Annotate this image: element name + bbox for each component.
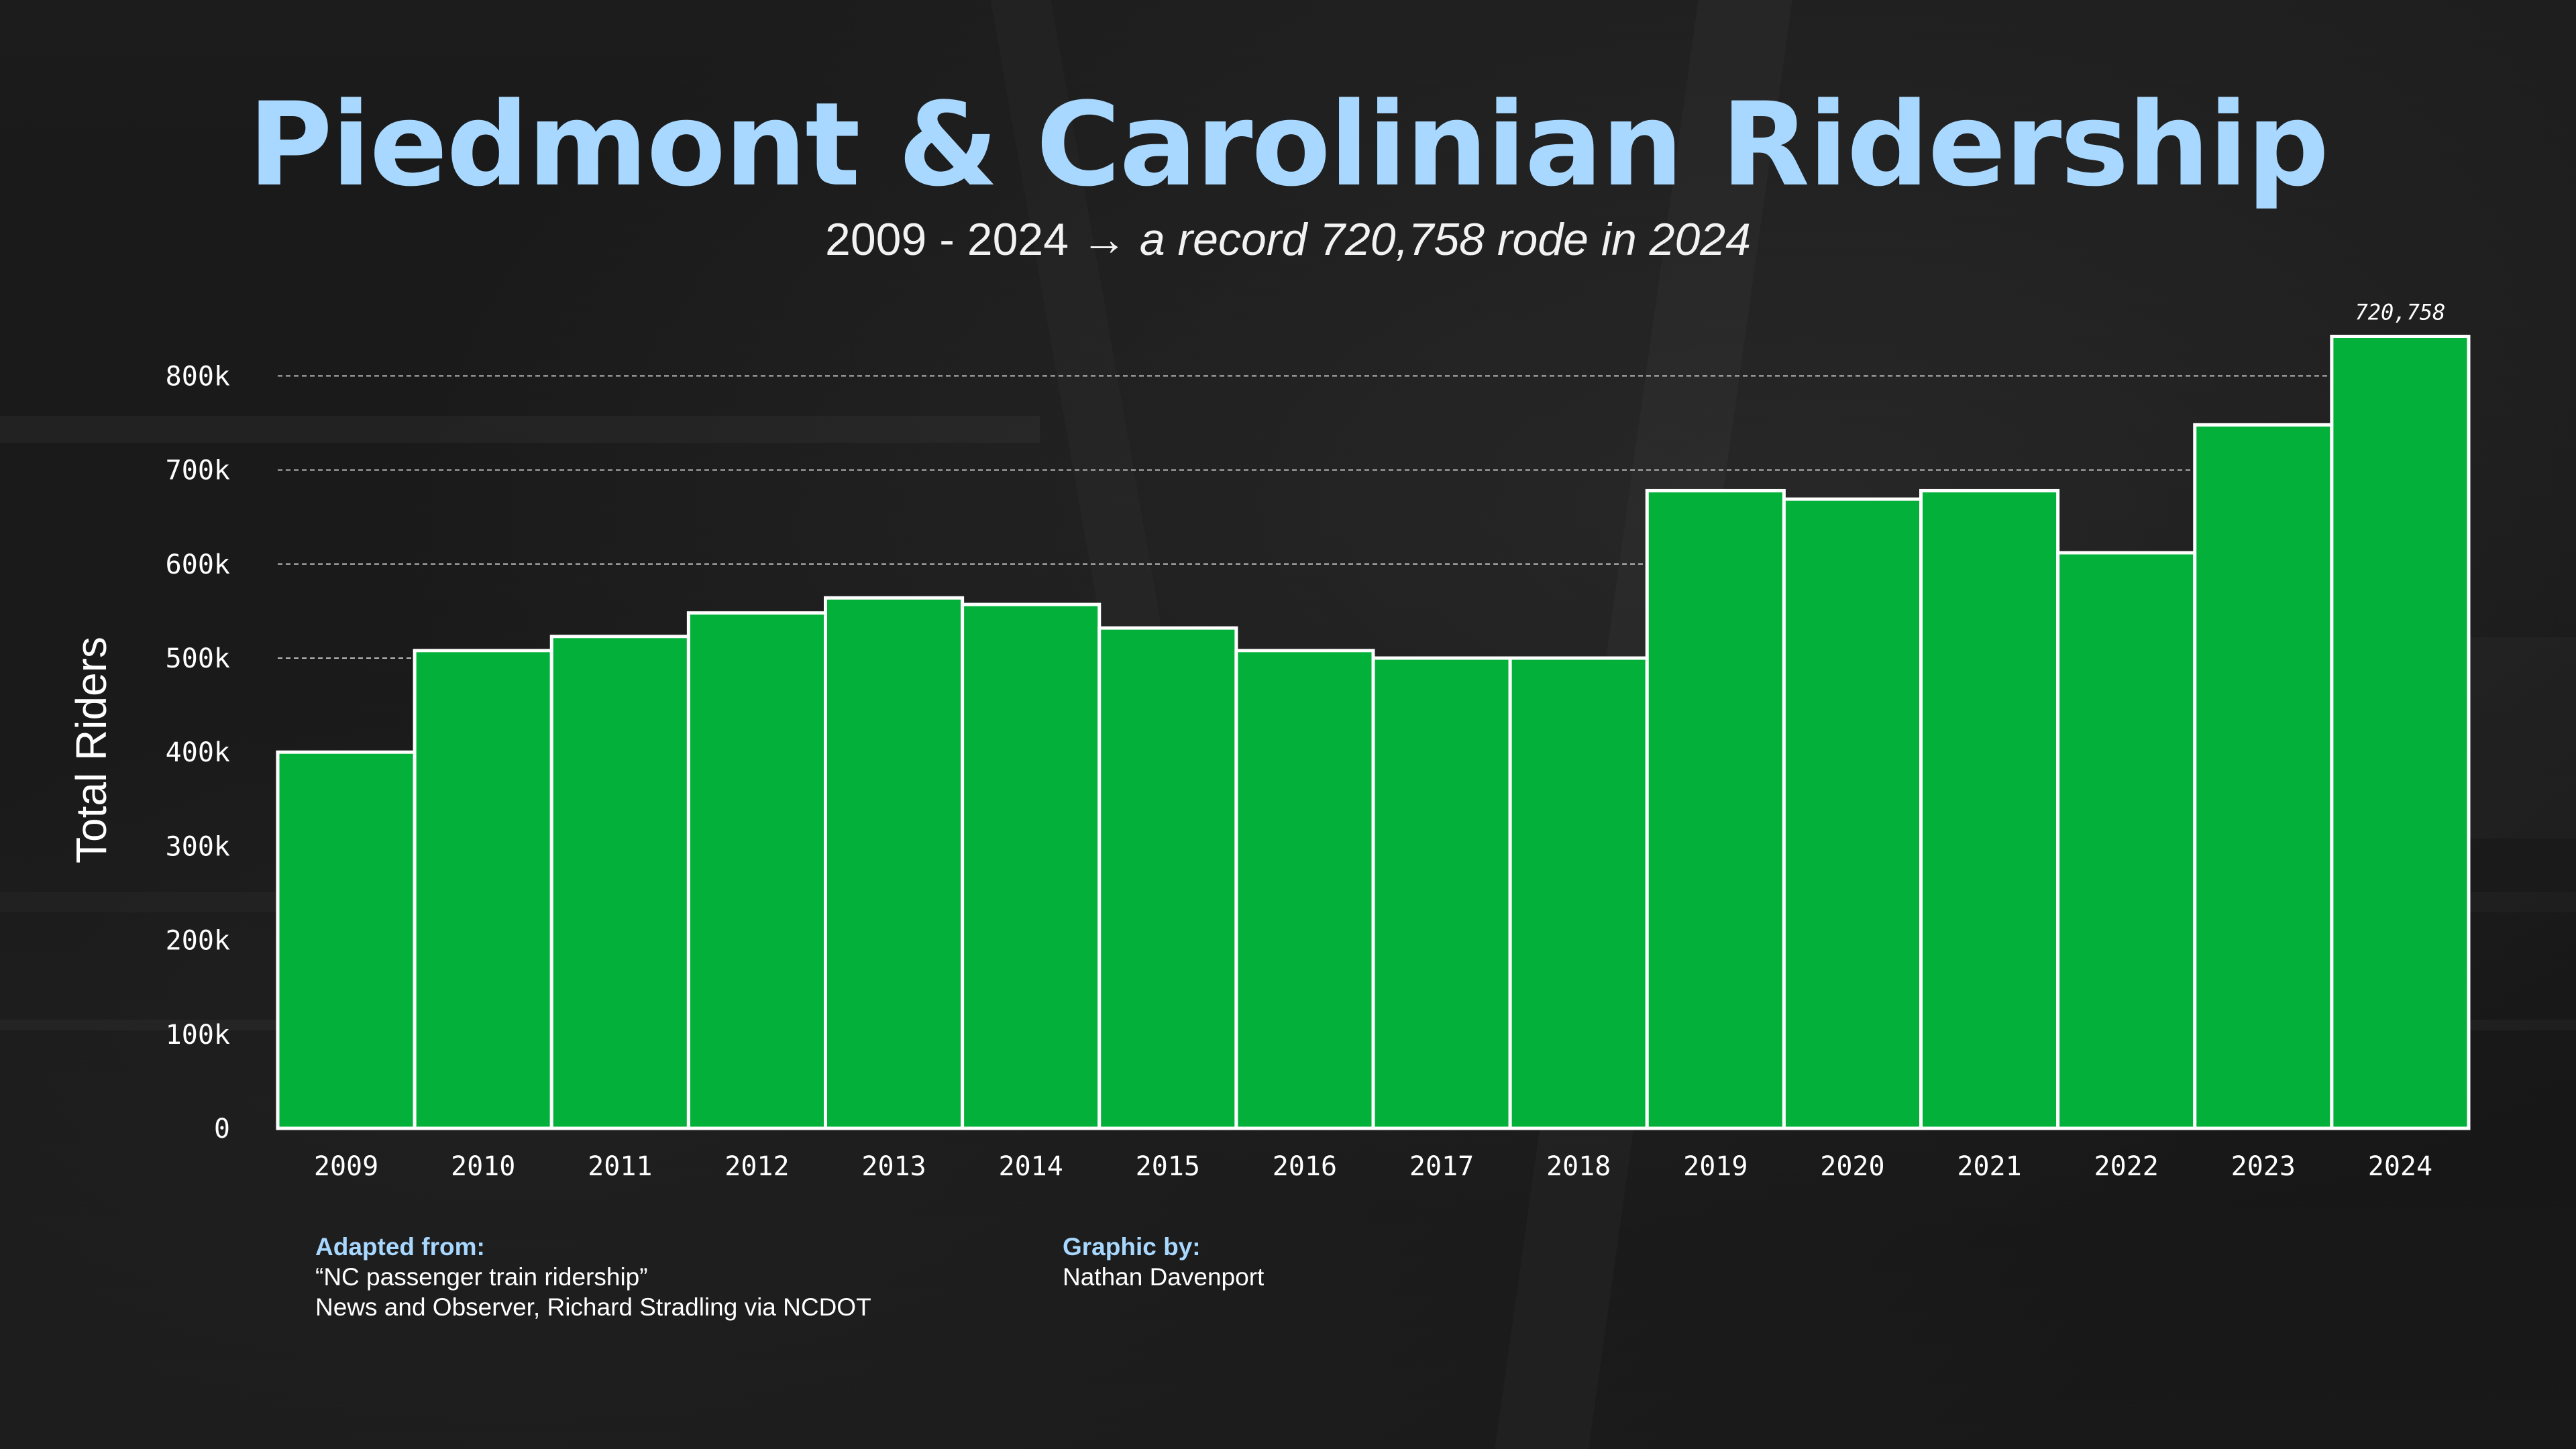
y-tick-label: 800k (166, 361, 230, 392)
bar-2010 (413, 649, 553, 1130)
bar-2024 (2330, 335, 2471, 1130)
x-tick-label: 2024 (2368, 1151, 2432, 1182)
y-tick-label: 500k (166, 643, 230, 674)
y-tick-label: 600k (166, 549, 230, 580)
y-tick-label: 700k (166, 455, 230, 486)
y-tick-label: 400k (166, 737, 230, 768)
y-tick-label: 100k (166, 1020, 230, 1051)
x-tick-label: 2015 (1136, 1151, 1200, 1182)
bar-2022 (2056, 551, 2197, 1130)
x-tick-label: 2021 (1957, 1151, 2021, 1182)
chart-title: Piedmont & Carolinian Ridership (248, 77, 2330, 212)
bar-2016 (1234, 649, 1375, 1130)
source-article: “NC passenger train ridership” (315, 1263, 648, 1291)
x-tick-label: 2020 (1820, 1151, 1884, 1182)
y-tick-label: 0 (214, 1114, 230, 1144)
graphic-heading: Graphic by: (1063, 1233, 1201, 1260)
x-axis-ticks: 2009 2010 2011 2012 2013 2014 2015 2016 2017 2018… (314, 1151, 2432, 1182)
x-tick-label: 2013 (861, 1151, 926, 1182)
source-heading: Adapted from: (315, 1233, 485, 1260)
x-tick-label: 2018 (1546, 1151, 1611, 1182)
bar-2009 (276, 750, 417, 1130)
bar-2014 (961, 602, 1102, 1130)
bar-2011 (549, 635, 690, 1130)
source-credit: Adapted from: “NC passenger train riders… (315, 1232, 871, 1322)
y-tick-label: 200k (166, 926, 230, 957)
x-tick-label: 2019 (1683, 1151, 1748, 1182)
x-tick-label: 2011 (588, 1151, 652, 1182)
bars (276, 335, 2471, 1130)
bar-2018 (1508, 656, 1649, 1130)
bar-2019 (1645, 488, 1786, 1130)
graphic-author: Nathan Davenport (1063, 1263, 1265, 1291)
y-tick-label: 300k (166, 831, 230, 862)
x-tick-label: 2016 (1273, 1151, 1337, 1182)
chart-subtitle: 2009 - 2024 → a record 720,758 rode in 2… (0, 217, 2576, 262)
bar-2023 (2193, 423, 2334, 1130)
x-tick-label: 2014 (999, 1151, 1063, 1182)
bar-2021 (1919, 488, 2060, 1130)
x-tick-label: 2012 (724, 1151, 789, 1182)
bar-2013 (824, 596, 965, 1130)
source-publisher: News and Observer, Richard Stradling via… (315, 1293, 871, 1321)
x-tick-label: 2009 (314, 1151, 378, 1182)
subtitle-record: a record 720,758 rode in 2024 (1139, 214, 1751, 265)
bar-2017 (1371, 656, 1512, 1130)
x-tick-label: 2017 (1409, 1151, 1474, 1182)
bar-2012 (686, 611, 827, 1130)
bar-2015 (1097, 626, 1238, 1130)
x-tick-label: 2022 (2094, 1151, 2159, 1182)
y-axis-ticks: 0 100k 200k 300k 400k 500k 600k 700k 800k (166, 361, 230, 1144)
x-tick-label: 2010 (451, 1151, 515, 1182)
graphic-credit: Graphic by: Nathan Davenport (1063, 1232, 1264, 1292)
bar-2020 (1782, 497, 1923, 1130)
peak-value-label: 720,758 (2355, 300, 2446, 325)
annotations: 720,758 (2355, 300, 2446, 325)
subtitle-range: 2009 - 2024 → (825, 214, 1140, 265)
x-tick-label: 2023 (2231, 1151, 2296, 1182)
